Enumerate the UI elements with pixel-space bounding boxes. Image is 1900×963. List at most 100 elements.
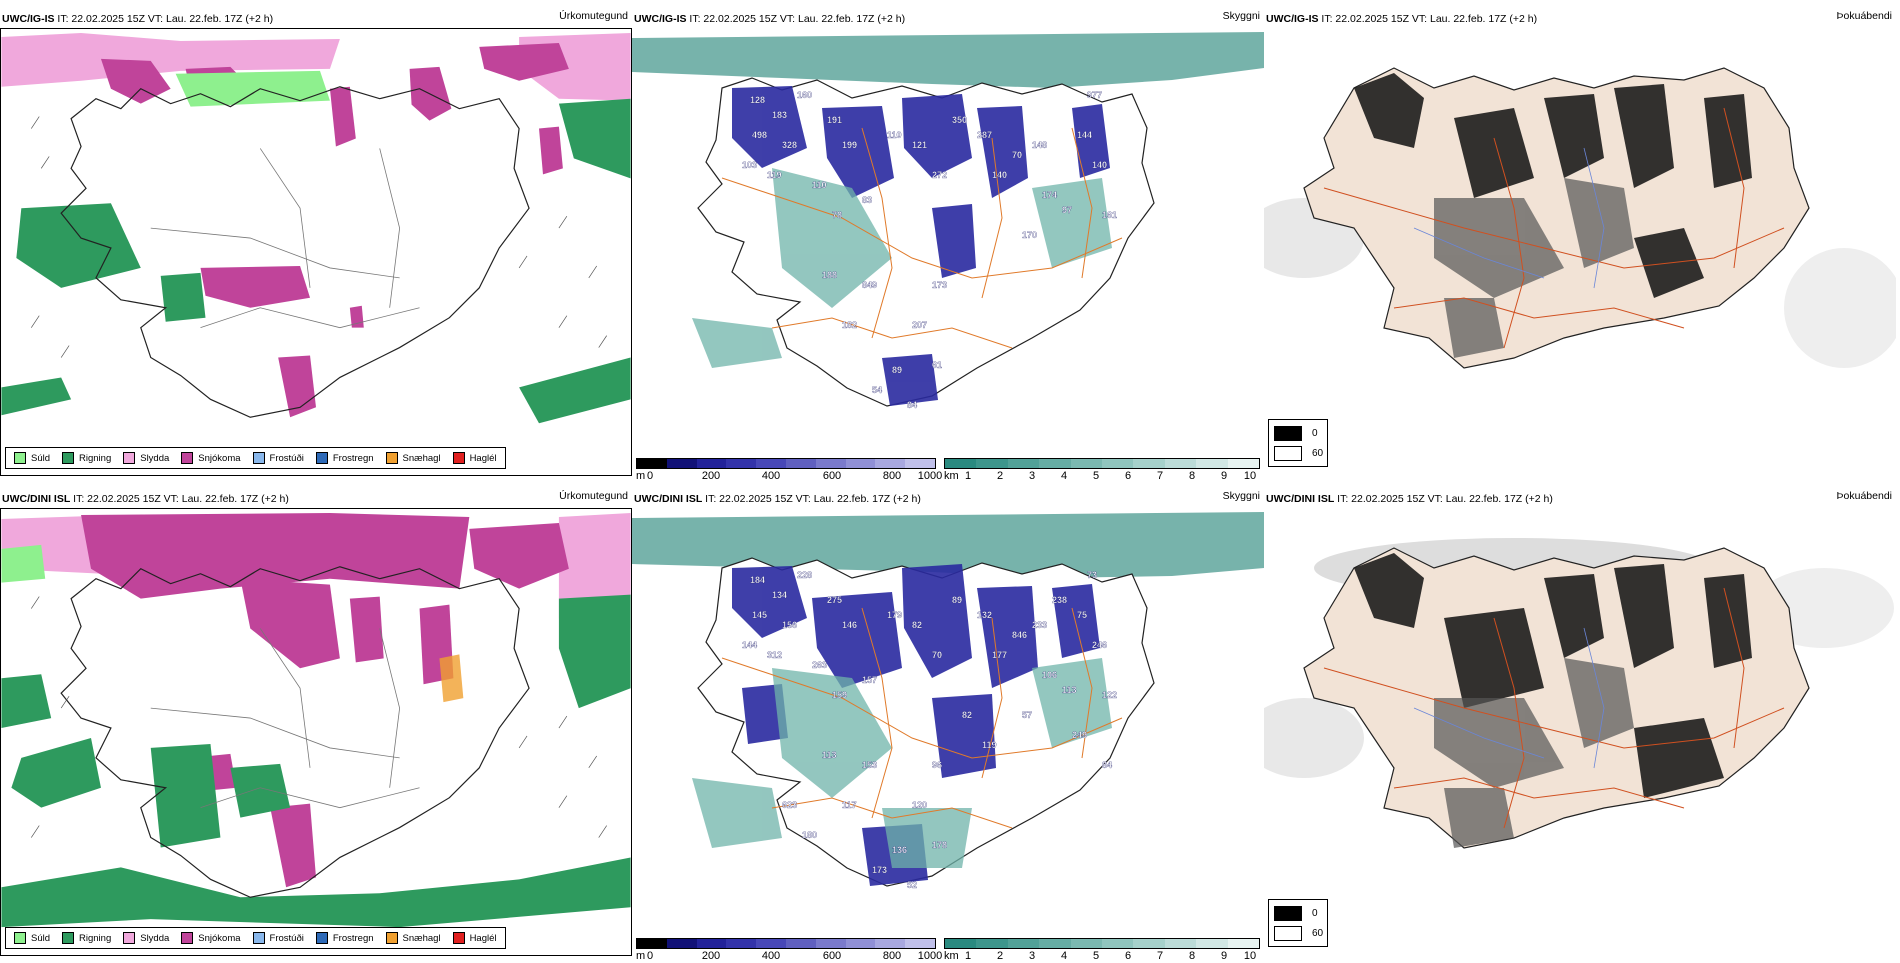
scale-color-cell bbox=[945, 459, 977, 468]
scale-color-cell bbox=[976, 459, 1008, 468]
scale-tick: 200 bbox=[701, 470, 721, 482]
visibility-value-label: 96 bbox=[932, 760, 942, 770]
scale-tick: 800 bbox=[882, 950, 902, 962]
visibility-value-label: 174 bbox=[1042, 190, 1057, 200]
scale-tick: 5 bbox=[1092, 470, 1100, 482]
legend-item: Rigning bbox=[62, 452, 111, 464]
visibility-value-label: 233 bbox=[1032, 620, 1047, 630]
scale-color-cell bbox=[1007, 939, 1040, 948]
scale-tick: 5 bbox=[1092, 950, 1100, 962]
legend-label: Súld bbox=[31, 452, 51, 464]
scale-color-cell bbox=[976, 939, 1008, 948]
model-name: UWC/IG-IS IT: 22.02.2025 15Z VT: Lau. 22… bbox=[1266, 13, 1538, 25]
elevation-scale-bar bbox=[636, 938, 936, 949]
panel-header: UWC/IG-IS IT: 22.02.2025 15Z VT: Lau. 22… bbox=[632, 6, 1264, 28]
scale-color-cell bbox=[637, 459, 667, 468]
legend-swatch bbox=[385, 932, 398, 944]
visibility-value-label: 148 bbox=[1032, 140, 1047, 150]
fog-legend-item: 60 bbox=[1274, 926, 1323, 941]
scale-tick: 1 bbox=[964, 950, 972, 962]
legend-label: Slydda bbox=[140, 452, 170, 464]
visibility-scale: km 1 2 3 4 5 6 7 8 9 10 bbox=[944, 458, 1260, 482]
legend-label: Súld bbox=[31, 932, 51, 944]
visibility-value-label: 623 bbox=[782, 800, 797, 810]
scale-tick: 1000 bbox=[917, 950, 943, 962]
visibility-value-label: 177 bbox=[992, 650, 1007, 660]
legend-item: Rigning bbox=[62, 932, 111, 944]
visibility-map[interactable]: 184 134 228 145 156 144 312 275 146 263 159 157 179 8… bbox=[632, 508, 1264, 924]
fog-legend-swatch bbox=[1274, 906, 1302, 921]
legend-swatch bbox=[123, 932, 136, 944]
visibility-value-label: 173 bbox=[872, 865, 887, 875]
scale-color-cell bbox=[785, 459, 816, 468]
scale-tick: 4 bbox=[1060, 950, 1068, 962]
scale-color-cell bbox=[1070, 459, 1103, 468]
scale-unit: km bbox=[944, 470, 959, 482]
fog-map[interactable] bbox=[1264, 508, 1896, 924]
visibility-value-label: 146 bbox=[842, 620, 857, 630]
fog-legend-label: 0 bbox=[1312, 908, 1318, 919]
visibility-value-label: 78 bbox=[832, 210, 842, 220]
legend-label: Snæhagl bbox=[402, 452, 441, 464]
visibility-map[interactable]: 128 183 160 498 328 103 119 191 199 110 78 83 110 121… bbox=[632, 28, 1264, 444]
legend-swatch bbox=[181, 932, 194, 944]
legend-item: Snæhagl bbox=[385, 452, 441, 464]
legend-swatch bbox=[385, 452, 398, 464]
visibility-value-label: 75 bbox=[1077, 610, 1087, 620]
scale-tick: 800 bbox=[882, 470, 902, 482]
precip-map[interactable]: Súld Rigning Slydda Snjókoma Frostúði Fr… bbox=[0, 508, 632, 956]
scale-color-cell bbox=[1164, 939, 1197, 948]
legend-label: Snjókoma bbox=[198, 452, 241, 464]
model-name: UWC/DINI ISL IT: 22.02.2025 15Z VT: Lau.… bbox=[2, 493, 289, 505]
legend-label: Haglél bbox=[469, 452, 497, 464]
fog-legend-label: 0 bbox=[1312, 428, 1318, 439]
legend-item: Súld bbox=[14, 932, 50, 944]
scale-color-cell bbox=[726, 939, 757, 948]
scale-color-cell bbox=[1007, 459, 1040, 468]
precip-type-legend: Súld Rigning Slydda Snjókoma Frostúði Fr… bbox=[5, 927, 506, 949]
visibility-value-label: 275 bbox=[827, 595, 842, 605]
fog-legend-swatch bbox=[1274, 426, 1302, 441]
scale-color-cell bbox=[815, 459, 846, 468]
fog-panel-dini: UWC/DINI ISL IT: 22.02.2025 15Z VT: Lau.… bbox=[1264, 486, 1896, 956]
scale-tick: 600 bbox=[822, 950, 842, 962]
panel-title: Úrkomutegund bbox=[559, 490, 628, 502]
legend-swatch bbox=[315, 932, 328, 944]
visibility-value-label: 57 bbox=[1022, 710, 1032, 720]
scale-color-cell bbox=[696, 939, 727, 948]
visibility-value-label: 849 bbox=[862, 280, 877, 290]
fog-legend: 0 60 bbox=[1268, 419, 1328, 467]
legend-swatch bbox=[62, 452, 75, 464]
panel-timestamp: IT: 22.02.2025 15Z VT: Lau. 22.feb. 17Z … bbox=[1334, 493, 1553, 505]
visibility-value-label: 199 bbox=[842, 140, 857, 150]
precip-map[interactable]: Súld Rigning Slydda Snjókoma Frostúði Fr… bbox=[0, 28, 632, 476]
legend-swatch bbox=[252, 452, 265, 464]
legend-label: Frostregn bbox=[332, 452, 374, 464]
precip-type-panel-igis: UWC/IG-IS IT: 22.02.2025 15Z VT: Lau. 22… bbox=[0, 6, 632, 476]
scale-tick: 10 bbox=[1243, 950, 1257, 962]
legend-item: Snæhagl bbox=[385, 932, 441, 944]
legend-label: Haglél bbox=[469, 932, 497, 944]
fog-map[interactable] bbox=[1264, 28, 1896, 444]
visibility-value-label: 157 bbox=[862, 675, 877, 685]
visibility-value-label: 136 bbox=[892, 845, 907, 855]
visibility-value-label: 128 bbox=[750, 95, 765, 105]
scale-color-cell bbox=[845, 939, 876, 948]
model-name: UWC/DINI ISL IT: 22.02.2025 15Z VT: Lau.… bbox=[634, 493, 921, 505]
legend-item: Súld bbox=[14, 452, 50, 464]
scale-tick: 3 bbox=[1028, 470, 1036, 482]
visibility-value-label: 132 bbox=[977, 610, 992, 620]
panel-title: Skyggni bbox=[1222, 10, 1260, 22]
legend-swatch bbox=[14, 932, 26, 944]
scale-tick: 8 bbox=[1188, 950, 1196, 962]
fog-panel-igis: UWC/IG-IS IT: 22.02.2025 15Z VT: Lau. 22… bbox=[1264, 6, 1896, 476]
visibility-value-label: 249 bbox=[1072, 730, 1087, 740]
legend-swatch bbox=[62, 932, 75, 944]
legend-label: Snæhagl bbox=[402, 932, 441, 944]
legend-item: Frostregn bbox=[315, 932, 374, 944]
visibility-value-label: 120 bbox=[912, 800, 927, 810]
visibility-value-label: 140 bbox=[992, 170, 1007, 180]
visibility-scale-bar bbox=[944, 458, 1260, 469]
fog-legend: 0 60 bbox=[1268, 899, 1328, 947]
visibility-value-label: 83 bbox=[862, 195, 872, 205]
